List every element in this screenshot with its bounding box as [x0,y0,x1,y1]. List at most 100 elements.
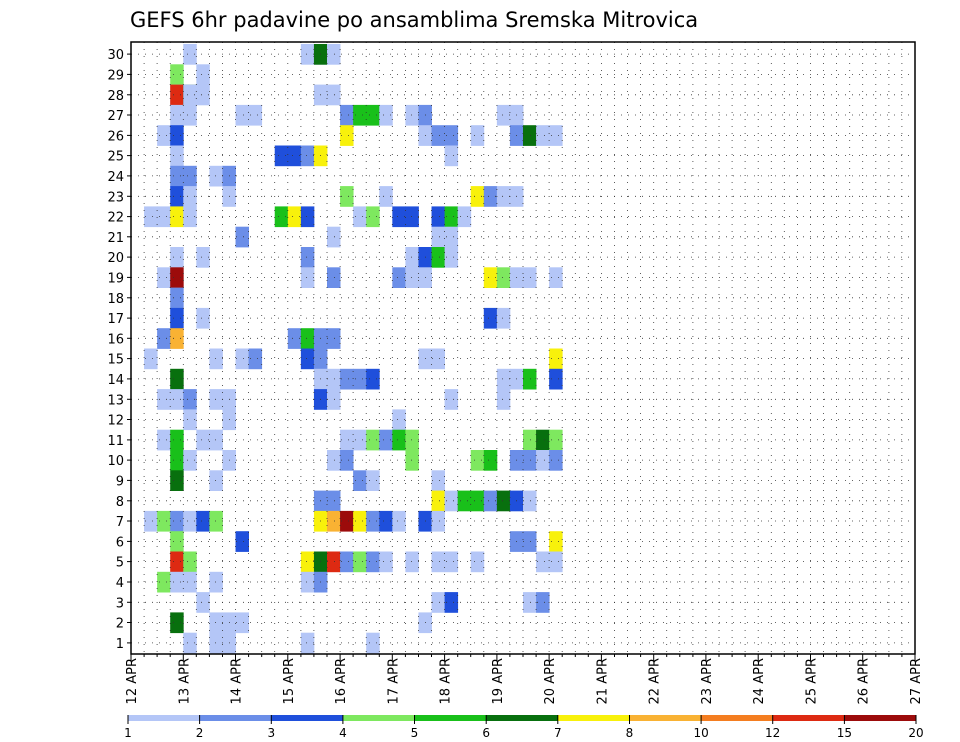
y-tick-label: 22 [107,211,124,226]
heatmap-cell [170,571,184,593]
heatmap-cell [170,84,184,106]
colorbar-label: 12 [765,726,780,740]
x-tick-label: 24 APR [752,658,767,704]
y-tick-label: 18 [107,292,124,307]
heatmap-cell [196,64,210,85]
heatmap-cell [523,592,537,613]
colorbar-swatch [199,715,272,721]
heatmap-cell [170,510,184,532]
heatmap-cell [300,145,315,167]
heatmap-cell [196,592,210,613]
heatmap-cell [549,267,563,288]
colorbar-swatch [629,715,702,721]
chart-title: GEFS 6hr padavine po ansamblima Sremska … [130,8,698,32]
heatmap-cell [248,104,263,126]
heatmap-cell [170,470,184,491]
y-tick-label: 14 [107,373,124,388]
heatmap-cell [327,551,341,573]
heatmap-cell [209,632,223,654]
heatmap-cell [300,551,315,573]
heatmap-cell [300,571,315,593]
heatmap-cell [353,470,367,491]
colorbar-label: 3 [267,726,275,740]
colorbar-label: 10 [693,726,708,740]
heatmap-cell [431,490,445,512]
heatmap-cell [523,531,537,552]
heatmap-cell [457,206,472,228]
heatmap-cell [549,348,563,370]
heatmap-cell [157,267,171,288]
heatmap-cell [170,531,184,552]
heatmap-cell [470,490,485,512]
colorbar: 1 2 3 4 5 6 7 8 10 12 15 20 [124,715,924,740]
heatmap-cell [444,247,459,268]
heatmap-cell [183,632,197,654]
heatmap-cell [483,267,498,288]
y-tick-label: 12 [107,414,124,429]
colorbar-swatch [557,715,630,721]
heatmap-cell [274,206,289,228]
heatmap-cell [183,571,197,593]
colorbar-label: 7 [554,726,562,740]
heatmap-cell [523,267,537,288]
heatmap-cell [444,389,459,410]
heatmap-cell [340,429,354,451]
heatmap-cell [444,226,459,248]
heatmap-cell [340,551,354,573]
heatmap-cell [523,368,537,390]
heatmap-cell [353,429,367,451]
heatmap-cell [444,551,459,573]
y-tick-label: 24 [107,170,124,185]
heatmap-cell [379,551,393,573]
heatmap-cell [431,226,445,248]
heatmap-cell [300,348,315,370]
y-tick-label: 7 [116,515,124,530]
heatmap-cell [431,348,445,370]
y-tick-label: 10 [107,454,124,469]
x-tick-label: 21 APR [595,658,610,704]
y-tick-label: 20 [107,251,124,266]
colorbar-label: 6 [482,726,490,740]
heatmap-cell [379,429,393,451]
y-tick-label: 29 [107,68,124,83]
heatmap-cell [170,450,184,471]
heatmap-cell [444,125,459,146]
heatmap-cell [183,206,197,228]
heatmap-cell [300,206,315,228]
heatmap-cell [144,510,158,532]
heatmap-cell [483,186,498,207]
heatmap-cell [183,165,197,187]
heatmap-cell [327,328,341,349]
heatmap-cell [549,429,563,451]
y-tick-label: 21 [107,231,124,246]
colorbar-label: 2 [196,726,204,740]
colorbar-swatch [128,715,201,721]
heatmap-cell [444,206,459,228]
heatmap-cell [300,267,315,288]
heatmap-cell [170,612,184,634]
heatmap-cell [327,490,341,512]
heatmap-cell [183,389,197,410]
heatmap-cell [157,125,171,146]
heatmap-cell [170,307,184,329]
heatmap-cell [144,206,158,228]
heatmap-cell [287,206,302,228]
heatmap-cell [170,206,184,228]
x-tick-label: 13 APR [177,658,192,704]
heatmap-cell [366,206,380,228]
heatmap-cell [196,307,210,329]
y-tick-label: 13 [107,393,124,408]
x-tick-label: 25 APR [805,658,820,704]
heatmap-cell [353,104,367,126]
y-tick-label: 19 [107,271,124,286]
heatmap-cell [496,368,511,390]
colorbar-label: 5 [411,726,419,740]
y-tick-label: 8 [116,495,124,510]
y-tick-label: 27 [107,109,124,124]
colorbar-swatch [844,715,917,721]
y-tick-label: 4 [116,576,124,591]
heatmap-cell [248,348,263,370]
heatmap-cell [196,247,210,268]
heatmap-cell [327,44,341,65]
heatmap-cell [209,348,223,370]
